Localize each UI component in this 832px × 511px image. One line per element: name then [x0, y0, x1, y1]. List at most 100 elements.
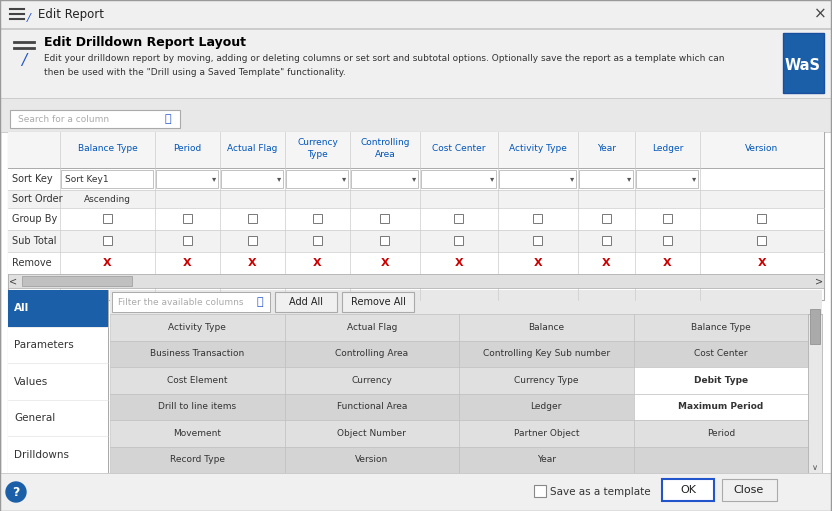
Bar: [8, 400, 108, 436]
Text: ▾: ▾: [342, 174, 346, 183]
Bar: [61, 170, 153, 188]
Text: X: X: [758, 258, 766, 268]
Text: Sort Key: Sort Key: [12, 174, 52, 184]
Text: ▾: ▾: [692, 174, 696, 183]
Bar: [380, 236, 389, 245]
Bar: [156, 170, 218, 188]
Bar: [662, 236, 671, 245]
Text: Edit Drilldown Report Layout: Edit Drilldown Report Layout: [44, 35, 246, 49]
Bar: [499, 170, 576, 188]
Bar: [221, 170, 283, 188]
Text: Save as a template: Save as a template: [550, 487, 651, 497]
Text: X: X: [381, 258, 389, 268]
Bar: [454, 214, 463, 223]
Bar: [285, 340, 459, 367]
Text: ▾: ▾: [212, 174, 216, 183]
Text: Year: Year: [537, 455, 556, 464]
Bar: [0, 30, 832, 98]
Bar: [459, 340, 633, 367]
Bar: [662, 214, 671, 223]
Text: Version: Version: [745, 144, 779, 152]
Text: Controlling: Controlling: [360, 137, 409, 147]
Text: ▾: ▾: [277, 174, 281, 183]
Bar: [459, 447, 633, 473]
Text: Values: Values: [14, 377, 48, 386]
Bar: [757, 214, 766, 223]
Bar: [285, 367, 459, 393]
Text: Record Type: Record Type: [170, 455, 225, 464]
Bar: [459, 314, 633, 340]
Text: Cost Element: Cost Element: [167, 376, 227, 385]
Bar: [633, 314, 808, 340]
Text: General: General: [14, 413, 55, 423]
Text: ×: ×: [814, 7, 826, 21]
Text: X: X: [602, 258, 611, 268]
Bar: [459, 393, 633, 420]
Text: Ledger: Ledger: [651, 144, 683, 152]
Bar: [633, 340, 808, 367]
Bar: [285, 447, 459, 473]
Text: Drill to line items: Drill to line items: [158, 402, 236, 411]
Bar: [0, 108, 832, 132]
Bar: [602, 236, 611, 245]
Text: ▾: ▾: [626, 174, 631, 183]
Bar: [534, 485, 546, 497]
Bar: [285, 420, 459, 447]
Bar: [8, 363, 108, 400]
Text: Object Number: Object Number: [337, 429, 406, 438]
Text: Add All: Add All: [289, 297, 323, 307]
Bar: [110, 420, 285, 447]
Text: X: X: [103, 258, 111, 268]
Bar: [8, 290, 108, 327]
Text: Functional Area: Functional Area: [337, 402, 407, 411]
Text: Cost Center: Cost Center: [694, 349, 747, 358]
Bar: [602, 214, 611, 223]
Text: X: X: [313, 258, 322, 268]
Bar: [757, 236, 766, 245]
Text: Activity Type: Activity Type: [168, 323, 226, 332]
Text: Search for a column: Search for a column: [18, 114, 109, 124]
Bar: [102, 214, 111, 223]
Text: then be used with the "Drill using a Saved Template" functionality.: then be used with the "Drill using a Sav…: [44, 67, 346, 77]
Bar: [285, 314, 459, 340]
Text: Year: Year: [597, 144, 616, 152]
Text: Ascending: Ascending: [84, 195, 131, 203]
Bar: [662, 479, 714, 501]
Bar: [286, 170, 348, 188]
Text: X: X: [248, 258, 257, 268]
Bar: [722, 479, 777, 501]
Text: ∧: ∧: [812, 315, 818, 324]
Text: /: /: [27, 13, 31, 23]
Text: Filter the available columns: Filter the available columns: [118, 297, 244, 307]
Text: Debit Type: Debit Type: [694, 376, 748, 385]
Text: Balance Type: Balance Type: [77, 144, 137, 152]
Text: Edit Report: Edit Report: [38, 8, 104, 20]
Text: Partner Object: Partner Object: [513, 429, 579, 438]
Text: Remove: Remove: [12, 258, 52, 268]
Text: Controlling Key Sub number: Controlling Key Sub number: [483, 349, 610, 358]
Bar: [8, 252, 824, 274]
Bar: [633, 447, 808, 473]
Bar: [8, 190, 824, 208]
Text: WaS: WaS: [785, 58, 821, 73]
Bar: [351, 170, 418, 188]
Bar: [380, 214, 389, 223]
Text: Currency Type: Currency Type: [514, 376, 578, 385]
Text: Business Transaction: Business Transaction: [150, 349, 245, 358]
Text: Type: Type: [307, 150, 328, 158]
Text: Remove All: Remove All: [350, 297, 405, 307]
Bar: [342, 292, 414, 312]
Bar: [8, 132, 824, 168]
Text: OK: OK: [680, 485, 696, 495]
Bar: [579, 170, 633, 188]
Bar: [247, 236, 256, 245]
Bar: [22, 276, 132, 286]
Bar: [110, 340, 285, 367]
Bar: [8, 230, 824, 252]
Bar: [102, 236, 111, 245]
Text: Currency: Currency: [297, 137, 338, 147]
Bar: [110, 367, 285, 393]
Bar: [247, 214, 256, 223]
Text: >: >: [815, 276, 823, 286]
Text: Close: Close: [734, 485, 764, 495]
